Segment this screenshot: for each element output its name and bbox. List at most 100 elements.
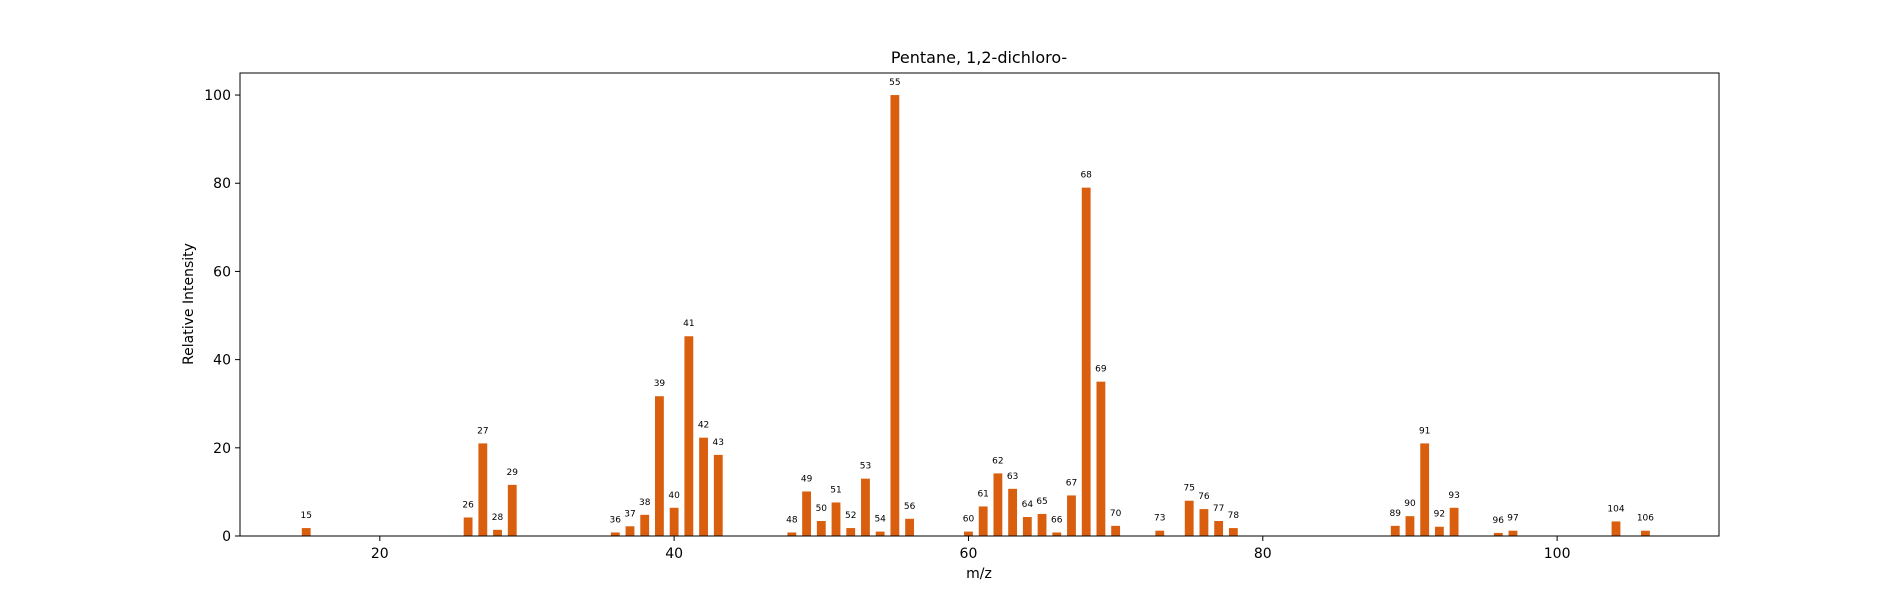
bar-label-mz-41: 41 [683, 319, 694, 329]
chart-title: Pentane, 1,2-dichloro- [891, 48, 1067, 67]
bar-mz-77 [1214, 521, 1224, 536]
bar-mz-60 [964, 531, 973, 536]
bar-label-mz-90: 90 [1404, 499, 1416, 509]
bar-mz-68 [1081, 187, 1091, 536]
bar-mz-27 [478, 443, 488, 536]
bar-label-mz-26: 26 [462, 500, 474, 510]
bar-label-mz-73: 73 [1154, 514, 1165, 524]
bar-label-mz-63: 63 [1007, 472, 1018, 482]
bar-mz-28 [493, 529, 502, 536]
bar-mz-67 [1067, 495, 1076, 536]
y-axis-label: Relative Intensity [181, 243, 197, 365]
bar-label-mz-68: 68 [1080, 171, 1092, 181]
bar-label-mz-50: 50 [816, 504, 828, 514]
bar-label-mz-42: 42 [698, 421, 709, 431]
bar-label-mz-76: 76 [1198, 492, 1210, 502]
bar-mz-29 [507, 484, 517, 536]
bar-label-mz-38: 38 [639, 498, 651, 508]
bar-label-mz-91: 91 [1419, 426, 1430, 436]
bar-label-mz-37: 37 [624, 509, 635, 519]
bar-mz-93 [1449, 507, 1459, 536]
bar-label-mz-104: 104 [1607, 504, 1624, 514]
bar-label-mz-96: 96 [1493, 516, 1505, 526]
bar-label-mz-56: 56 [904, 502, 916, 512]
bar-mz-73 [1155, 530, 1165, 536]
bar-label-mz-55: 55 [889, 78, 900, 88]
bar-mz-36 [610, 532, 620, 536]
bar-mz-43 [713, 454, 723, 536]
y-tick-label: 100 [204, 88, 231, 104]
bar-mz-69 [1096, 381, 1106, 536]
bar-label-mz-43: 43 [713, 438, 724, 448]
bar-mz-48 [787, 532, 797, 536]
bar-mz-89 [1390, 525, 1400, 536]
y-tick-label: 80 [213, 176, 231, 192]
bar-label-mz-52: 52 [845, 511, 856, 521]
bar-label-mz-92: 92 [1434, 510, 1445, 520]
bar-label-mz-93: 93 [1448, 491, 1459, 501]
bar-mz-50 [816, 521, 826, 536]
bar-mz-96 [1493, 532, 1503, 536]
bar-mz-55 [890, 95, 900, 537]
bar-label-mz-51: 51 [830, 485, 841, 495]
bar-label-mz-69: 69 [1095, 365, 1107, 375]
y-tick-label: 20 [213, 441, 231, 457]
bar-label-mz-36: 36 [610, 515, 622, 525]
bar-label-mz-40: 40 [668, 491, 680, 501]
bar-mz-54 [875, 531, 885, 536]
bar-mz-104 [1611, 521, 1621, 536]
bars-layer [301, 95, 1650, 537]
bar-mz-61 [978, 506, 988, 536]
bar-label-mz-67: 67 [1066, 478, 1077, 488]
x-axis-ticks: 20 40 60 80 100 [371, 536, 1570, 562]
bar-mz-26 [463, 517, 473, 536]
x-axis-label: m/z [966, 566, 992, 582]
bar-mz-42 [699, 437, 708, 536]
bar-label-mz-49: 49 [801, 474, 813, 484]
bar-mz-40 [669, 507, 679, 536]
bar-mz-66 [1052, 532, 1062, 536]
bar-mz-15 [301, 528, 311, 536]
x-tick-label: 60 [960, 546, 978, 562]
bar-mz-97 [1508, 530, 1518, 536]
bar-label-mz-39: 39 [654, 379, 666, 389]
bar-mz-90 [1405, 516, 1415, 536]
bar-label-mz-106: 106 [1637, 514, 1654, 524]
bar-label-mz-70: 70 [1110, 509, 1122, 519]
x-tick-label: 20 [371, 546, 389, 562]
bar-mz-75 [1184, 500, 1194, 536]
bar-label-mz-48: 48 [786, 515, 798, 525]
bar-label-mz-54: 54 [874, 515, 886, 525]
bar-mz-51 [831, 502, 841, 536]
bar-label-mz-75: 75 [1183, 484, 1194, 494]
bar-label-mz-89: 89 [1390, 509, 1402, 519]
bar-mz-70 [1111, 525, 1121, 536]
bar-mz-52 [846, 528, 856, 536]
bar-label-mz-66: 66 [1051, 515, 1063, 525]
plot-frame [239, 72, 1720, 537]
bar-mz-65 [1037, 513, 1047, 536]
bar-mz-39 [655, 396, 664, 536]
bar-mz-53 [861, 478, 870, 536]
bar-mz-63 [1008, 488, 1018, 536]
bar-mz-106 [1641, 530, 1650, 536]
bar-label-mz-61: 61 [977, 489, 988, 499]
bar-mz-76 [1199, 509, 1209, 536]
bar-label-mz-97: 97 [1507, 514, 1518, 524]
bar-mz-56 [905, 518, 915, 536]
bar-label-mz-53: 53 [860, 462, 871, 472]
bar-mz-62 [993, 473, 1003, 536]
bar-mz-64 [1022, 517, 1032, 536]
bar-label-mz-60: 60 [963, 515, 975, 525]
x-tick-label: 40 [665, 546, 683, 562]
y-tick-label: 0 [222, 529, 231, 545]
bar-label-mz-15: 15 [300, 511, 311, 521]
bar-mz-37 [625, 526, 635, 536]
y-tick-label: 40 [213, 353, 231, 369]
bar-mz-78 [1228, 528, 1238, 536]
bar-label-mz-29: 29 [507, 468, 519, 478]
x-tick-label: 80 [1254, 546, 1272, 562]
